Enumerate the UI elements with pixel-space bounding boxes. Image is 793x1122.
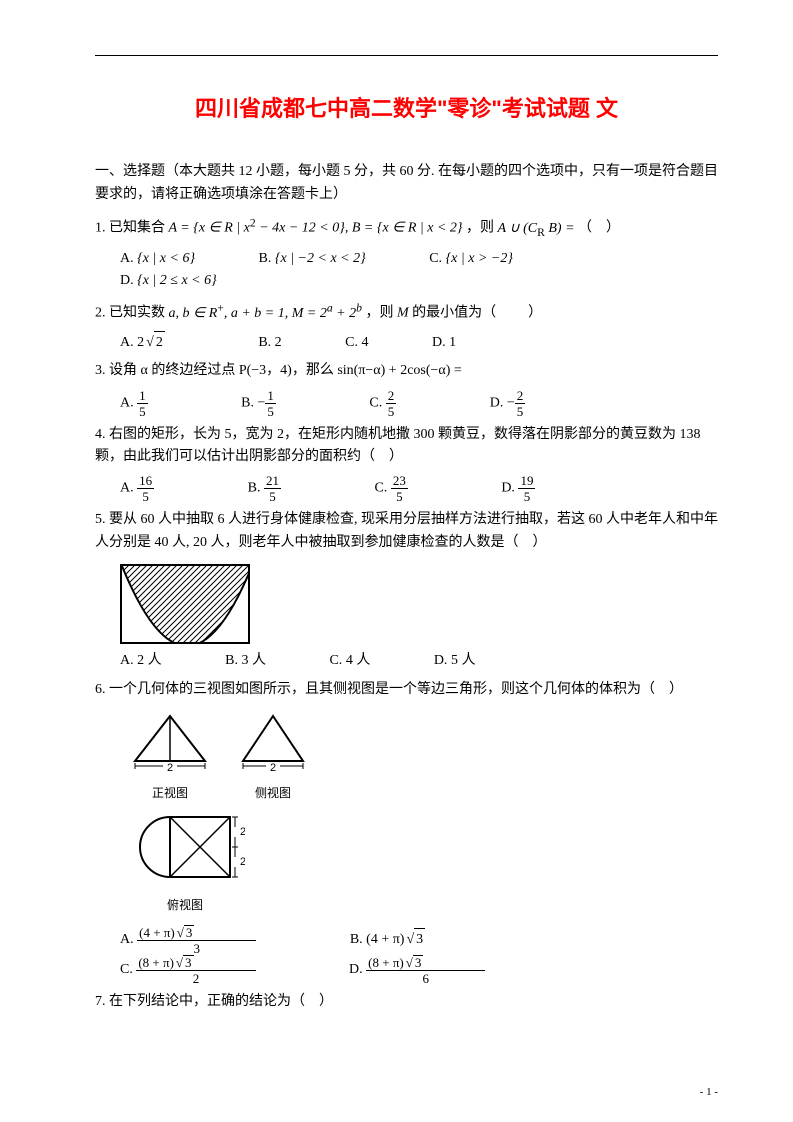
q3-a-den: 5 [137, 404, 148, 418]
svg-text:2: 2 [270, 762, 276, 774]
q1-opt-b-val: {x | −2 < x < 2} [275, 248, 366, 270]
top-rule [95, 55, 718, 56]
q5-opt-b: B. 3 人 [225, 650, 296, 672]
top-view: 2 2 俯视图 [125, 807, 245, 914]
q5-opt-a: A. 2 人 [120, 650, 192, 672]
svg-text:2: 2 [167, 762, 173, 774]
q1-expr: A = {x ∈ R | x2 − 4x − 12 < 0}, B = {x ∈… [169, 221, 463, 236]
question-5: 5. 要从 60 人中抽取 6 人进行身体健康检查, 现采用分层抽样方法进行抽取… [95, 509, 718, 554]
hatched-svg [122, 566, 250, 644]
q4-opt-c: C. 235 [374, 474, 467, 503]
q6-d-den: 6 [366, 971, 485, 985]
q1-opt-b: B. {x | −2 < x < 2} [259, 248, 396, 270]
q6-opt-b: B. (4 + π)3 [350, 928, 485, 951]
q2-opt-d: D. 1 [432, 332, 486, 354]
page-title: 四川省成都七中高二数学"零诊"考试试题 文 [95, 91, 718, 126]
q1-opt-c-val: {x | x > −2} [446, 248, 513, 270]
q3-opt-c: C. 25 [369, 389, 456, 418]
q4-a-num: 16 [137, 474, 154, 489]
q6-opt-a: A. (4 + π)33 [120, 925, 316, 955]
question-4: 4. 右图的矩形，长为 5，宽为 2，在矩形内随机地撒 300 颗黄豆，数得落在… [95, 424, 718, 469]
q3-d-den: 5 [515, 404, 526, 418]
front-view-svg: 2 [125, 711, 215, 776]
q3-options: A. 15 B. −15 C. 25 D. −25 [120, 389, 718, 418]
side-view-label: 侧视图 [233, 784, 313, 803]
q4-options: A. 165 B. 215 C. 235 D. 195 [120, 474, 718, 503]
q4-c-num: 23 [391, 474, 408, 489]
q1-opt-d: D. {x | 2 ≤ x < 6} [120, 270, 247, 292]
q6-c-den: 2 [136, 971, 255, 985]
question-1: 1. 已知集合 A = {x ∈ R | x2 − 4x − 12 < 0}, … [95, 214, 718, 242]
q4-d-num: 19 [518, 474, 535, 489]
side-view: 2 侧视图 [233, 711, 313, 803]
svg-text:2: 2 [240, 826, 245, 838]
q4-c-den: 5 [391, 489, 408, 503]
q4-opt-a: A. 165 [120, 474, 214, 503]
top-view-svg: 2 2 [125, 807, 245, 887]
q5-opt-a-val: 2 人 [137, 650, 162, 672]
q3-d-num: 2 [515, 389, 526, 404]
page-footer: - 1 - [700, 1084, 718, 1102]
section-heading: 一、选择题（本大题共 12 小题，每小题 5 分，共 60 分. 在每小题的四个… [95, 161, 718, 206]
q3-opt-d: D. −25 [490, 389, 586, 418]
svg-text:2: 2 [240, 856, 245, 868]
q5-options: A. 2 人 B. 3 人 C. 4 人 D. 5 人 [120, 650, 718, 672]
q4-d-den: 5 [518, 489, 535, 503]
q6-opt-c: C. (8 + π)32 [120, 955, 316, 985]
q5-opt-d: D. 5 人 [434, 650, 506, 672]
q2-opt-c: C. 4 [345, 332, 398, 354]
q4-b-num: 21 [264, 474, 281, 489]
q4-opt-d: D. 195 [501, 474, 595, 503]
q2-opt-c-val: 4 [362, 332, 369, 354]
question-2: 2. 已知实数 a, b ∈ R+, a + b = 1, M = 2a + 2… [95, 299, 718, 325]
side-view-svg: 2 [233, 711, 313, 776]
q3-c-den: 5 [386, 404, 397, 418]
q5-opt-d-val: 5 人 [451, 650, 476, 672]
q4-opt-b: B. 215 [248, 474, 341, 503]
q2-opt-b-val: 2 [275, 332, 282, 354]
q1-opt-a: A. {x | x < 6} [120, 248, 225, 270]
question-7: 7. 在下列结论中，正确的结论为（ ） [95, 991, 718, 1013]
q2-opt-d-val: 1 [449, 332, 456, 354]
q1-opt-d-val: {x | 2 ≤ x < 6} [137, 270, 217, 292]
q5-opt-c: C. 4 人 [329, 650, 400, 672]
q1-opt-c: C. {x | x > −2} [429, 248, 543, 270]
q5-opt-b-val: 3 人 [241, 650, 266, 672]
q4-a-den: 5 [137, 489, 154, 503]
q3-c-num: 2 [386, 389, 397, 404]
q3-b-num: 1 [265, 389, 276, 404]
q2-opt-b: B. 2 [258, 332, 311, 354]
q6-a-den: 3 [137, 941, 256, 955]
q2-options: A. 22 B. 2 C. 4 D. 1 [120, 331, 718, 354]
q5-opt-c-val: 4 人 [346, 650, 371, 672]
q1-opt-a-val: {x | x < 6} [137, 248, 195, 270]
front-view-label: 正视图 [125, 784, 215, 803]
q3-opt-b: B. −15 [241, 389, 336, 418]
q4-b-den: 5 [264, 489, 281, 503]
q1-prefix: 1. 已知集合 [95, 221, 169, 236]
q6-opt-d: D. (8 + π)36 [349, 955, 545, 985]
front-view: 2 正视图 [125, 711, 215, 803]
q6-options: A. (4 + π)33 B. (4 + π)3 C. (8 + π)32 D.… [120, 925, 718, 985]
top-view-label: 俯视图 [125, 896, 245, 915]
q1-tail: （ ） [578, 221, 620, 236]
q1-mid: ，则 [466, 221, 498, 236]
figure-hatched-rectangle [120, 564, 250, 644]
q1-options: A. {x | x < 6} B. {x | −2 < x < 2} C. {x… [120, 248, 718, 293]
three-views: 2 正视图 2 侧视图 [125, 711, 718, 915]
q2-opt-a: A. 22 [120, 331, 225, 354]
q3-opt-a: A. 15 [120, 389, 208, 418]
q3-a-num: 1 [137, 389, 148, 404]
q1-expr2: A ∪ (CR B) = [498, 221, 575, 236]
question-3: 3. 设角 α 的终边经过点 P(−3，4)，那么 sin(π−α) + 2co… [95, 360, 718, 382]
q3-b-den: 5 [265, 404, 276, 418]
question-6: 6. 一个几何体的三视图如图所示，且其侧视图是一个等边三角形，则这个几何体的体积… [95, 679, 718, 701]
